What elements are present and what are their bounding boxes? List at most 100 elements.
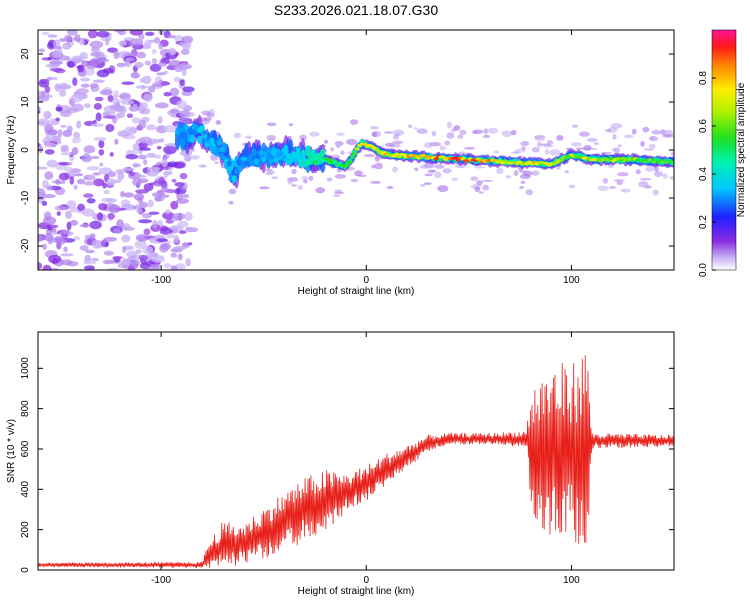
noise-blob xyxy=(157,115,163,124)
noise-blob xyxy=(178,230,187,234)
signal-blob xyxy=(401,153,407,157)
noise-blob xyxy=(91,257,99,262)
noise-blob xyxy=(44,149,55,155)
noise-blob xyxy=(83,145,96,154)
noise-blob xyxy=(83,67,95,76)
noise-blob xyxy=(47,34,58,38)
halo-blob xyxy=(617,172,629,177)
halo-blob xyxy=(505,175,512,179)
noise-blob xyxy=(136,208,143,214)
halo-blob xyxy=(611,147,616,152)
noise-blob xyxy=(77,203,86,212)
noise-blob xyxy=(85,249,95,254)
signal-blob xyxy=(362,142,368,146)
halo-blob xyxy=(472,129,484,134)
noise-blob xyxy=(59,89,67,97)
halo-blob xyxy=(392,166,398,173)
signal-blob xyxy=(347,160,353,164)
halo-blob xyxy=(215,120,222,125)
halo-blob xyxy=(291,184,298,187)
y-tick-label: 800 xyxy=(20,400,31,417)
noise-blob xyxy=(170,108,180,115)
noise-blob xyxy=(63,246,68,253)
noise-blob xyxy=(148,39,157,43)
noise-blob xyxy=(98,140,105,149)
noise-blob xyxy=(44,171,54,180)
noise-blob xyxy=(83,181,95,186)
halo-blob xyxy=(233,132,242,139)
noise-blob xyxy=(90,84,100,93)
halo-blob xyxy=(652,189,659,196)
noise-blob xyxy=(116,62,126,68)
halo-blob xyxy=(420,164,429,169)
noise-blob xyxy=(131,117,142,124)
halo-blob xyxy=(525,189,534,196)
noise-blob xyxy=(66,107,79,114)
colorbar-tick-label: 0.2 xyxy=(698,215,709,229)
halo-blob xyxy=(444,140,451,146)
colorbar-gradient xyxy=(711,29,737,271)
halo-blob xyxy=(564,170,570,174)
halo-blob xyxy=(476,180,483,186)
noise-blob xyxy=(54,205,68,211)
noise-blob xyxy=(38,106,41,112)
noise-blob xyxy=(116,112,126,119)
halo-blob xyxy=(496,167,504,175)
halo-blob xyxy=(334,191,345,194)
noise-blob xyxy=(66,221,72,231)
noise-blob xyxy=(124,58,130,68)
noise-blob xyxy=(116,219,124,228)
spectrogram-signal-layer xyxy=(174,114,680,189)
noise-blob xyxy=(154,196,162,202)
noise-blob xyxy=(42,264,52,270)
signal-blob xyxy=(499,161,506,165)
noise-blob xyxy=(76,88,89,95)
noise-blob xyxy=(118,94,130,99)
noise-blob xyxy=(46,76,54,81)
halo-blob xyxy=(669,175,674,180)
halo-blob xyxy=(531,170,540,176)
noise-blob xyxy=(98,149,105,156)
noise-blob xyxy=(122,246,127,253)
noise-blob xyxy=(106,267,119,270)
noise-blob xyxy=(135,234,148,242)
snr-y-label: SNR (10 * v/v) xyxy=(6,419,17,483)
noise-blob xyxy=(143,228,151,236)
noise-blob xyxy=(56,211,61,217)
noise-blob xyxy=(121,203,135,210)
noise-blob xyxy=(41,31,50,36)
noise-blob xyxy=(90,123,104,128)
halo-blob xyxy=(326,177,333,182)
halo-blob xyxy=(408,124,413,128)
halo-blob xyxy=(265,168,273,172)
y-tick-label: -10 xyxy=(20,190,31,205)
noise-blob xyxy=(108,171,117,178)
signal-blob xyxy=(620,156,626,160)
halo-blob xyxy=(662,173,668,179)
signal-blob xyxy=(179,136,186,148)
signal-blob xyxy=(416,156,422,160)
chart-title: S233.2026.021.18.07.G30 xyxy=(274,2,438,18)
noise-blob xyxy=(66,200,77,209)
halo-blob xyxy=(583,144,592,151)
halo-blob xyxy=(297,184,303,190)
noise-blob xyxy=(90,47,100,53)
signal-blob xyxy=(675,161,680,164)
noise-blob xyxy=(165,218,175,224)
noise-blob xyxy=(143,159,148,166)
noise-blob xyxy=(168,167,173,171)
noise-blob xyxy=(156,190,166,194)
signal-blob xyxy=(310,152,316,157)
noise-blob xyxy=(87,30,98,39)
halo-blob xyxy=(571,124,579,128)
noise-blob xyxy=(74,173,84,177)
halo-blob xyxy=(494,150,499,154)
noise-blob xyxy=(45,133,58,141)
noise-blob xyxy=(71,57,83,64)
noise-blob xyxy=(117,171,125,181)
y-tick-label: 10 xyxy=(20,96,31,108)
noise-blob xyxy=(142,245,154,255)
noise-blob xyxy=(72,77,78,86)
noise-blob xyxy=(152,83,165,87)
halo-blob xyxy=(301,176,309,180)
